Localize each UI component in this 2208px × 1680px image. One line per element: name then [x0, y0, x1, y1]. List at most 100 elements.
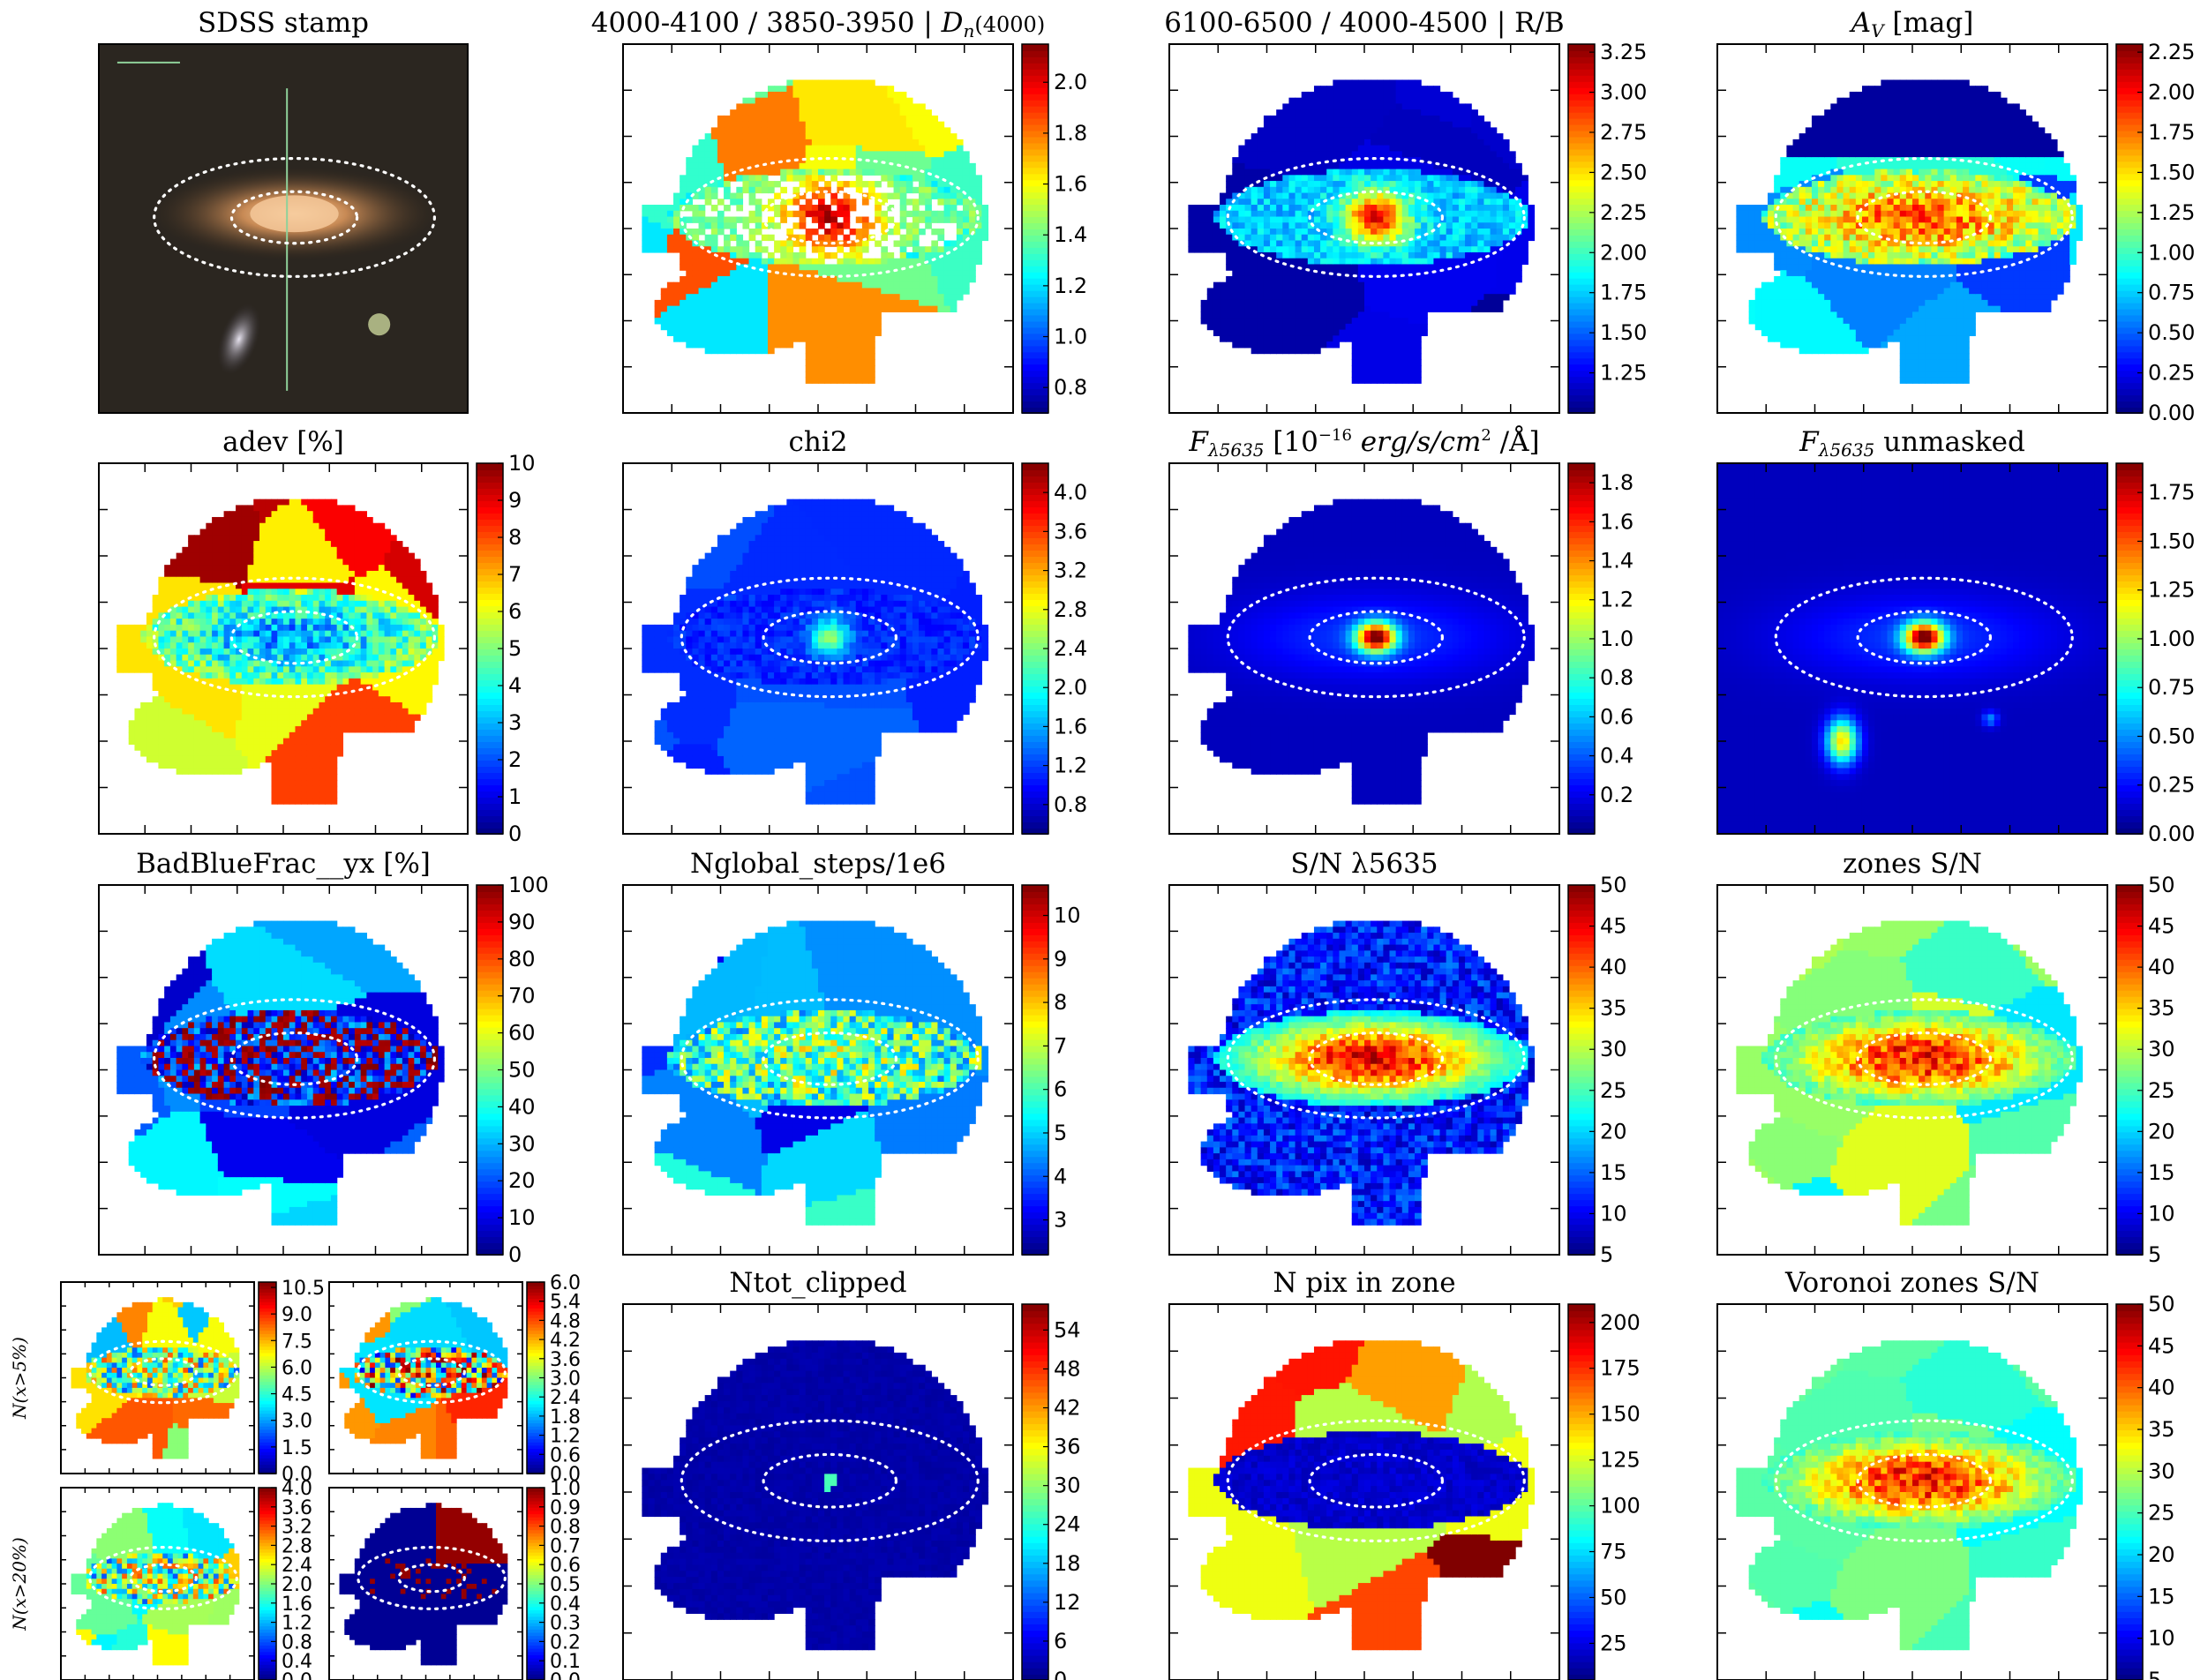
colorbar-tick-label: 20 — [2148, 1119, 2175, 1144]
colorbar-tick-label: 2.8 — [282, 1535, 312, 1557]
heatmap-cells — [1188, 79, 1535, 383]
panel-n20a: 0.00.40.81.21.62.02.42.83.23.64.0N(x>20%… — [9, 1478, 312, 1680]
colorbar-tick-label: 40 — [508, 1094, 536, 1119]
heatmap-cells — [1188, 1340, 1535, 1650]
colorbar-tick-label: 45 — [2148, 914, 2175, 939]
colorbar-tick-label: 6.0 — [550, 1272, 581, 1294]
colorbar-tick-label: 10 — [1054, 904, 1081, 928]
panel-title: adev [%] — [222, 426, 344, 458]
panel-n20b: 0.00.10.20.30.40.50.60.70.80.91.0 — [329, 1478, 581, 1680]
panel-title: AV [mag] — [1849, 7, 1974, 41]
colorbar-tick-label: 1.75 — [1600, 281, 1647, 305]
colorbar-tick-label: 1.00 — [2148, 240, 2195, 265]
colorbar-tick-label: 3.2 — [1054, 559, 1087, 583]
colorbar-tick-label: 2.4 — [282, 1555, 312, 1577]
heatmap-cells — [1736, 1340, 2083, 1650]
colorbar: 1.251.501.752.002.252.502.753.003.25 — [1568, 40, 1647, 414]
panel-title: Fλ5635 [10−16 erg/s/cm2 /Å] — [1188, 424, 1539, 461]
colorbar-tick-label: 90 — [508, 910, 536, 934]
colorbar-tick-label: 1.00 — [2148, 626, 2195, 651]
colorbar-tick-label: 1.75 — [2148, 120, 2195, 145]
colorbar-tick-label: 8 — [508, 525, 522, 550]
colorbar-tick-label: 1.2 — [1600, 588, 1633, 612]
colorbar-tick-label: 3.00 — [1600, 80, 1647, 105]
colorbar-tick-label: 2.75 — [1600, 120, 1647, 145]
colorbar-tick-label: 0.75 — [2148, 675, 2195, 700]
colorbar-tick-label: 5.4 — [550, 1292, 581, 1314]
colorbar-tick-label: 2.25 — [2148, 40, 2195, 64]
panel-bbf: BadBlueFrac__yx [%]010203040506070809010… — [99, 848, 549, 1267]
colorbar-tick-label: 0.8 — [282, 1631, 312, 1654]
colorbar-tick-label: 150 — [1600, 1402, 1641, 1427]
heatmap-cells — [642, 79, 988, 383]
colorbar: 0.00.61.21.82.43.03.64.24.85.46.0 — [527, 1272, 581, 1486]
colorbar-tick-label: 54 — [1054, 1317, 1081, 1342]
colorbar-tick-label: 30 — [2148, 1037, 2175, 1061]
panel-title: Ntot_clipped — [729, 1267, 906, 1299]
colorbar-tick-label: 42 — [1054, 1396, 1081, 1421]
colorbar-tick-label: 1.50 — [1600, 320, 1647, 345]
colorbar-tick-label: 10 — [508, 1205, 536, 1230]
colorbar-tick-label: 40 — [1600, 955, 1627, 979]
heatmap-cells — [71, 1297, 240, 1459]
colorbar-tick-label: 18 — [1054, 1551, 1081, 1576]
colorbar-tick-label: 45 — [1600, 914, 1627, 939]
heatmap-cells — [340, 1297, 508, 1459]
colorbar-tick-label: 1.75 — [2148, 480, 2195, 505]
colorbar-tick-label: 1 — [508, 784, 522, 809]
colorbar-tick-label: 1.6 — [1600, 509, 1633, 534]
panel-dn4000: 4000-4100 / 3850-3950 | Dn(4000)0.81.01.… — [591, 7, 1087, 414]
colorbar-tick-label: 2.8 — [1054, 597, 1087, 622]
colorbar-tick-label: 50 — [1600, 1585, 1627, 1609]
colorbar-tick-label: 3 — [1054, 1208, 1067, 1233]
colorbar-tick-label: 10 — [1600, 1201, 1627, 1226]
colorbar-tick-label: 1.2 — [1054, 274, 1087, 298]
colorbar-tick-label: 7 — [1054, 1033, 1067, 1058]
panel-title: S/N λ5635 — [1290, 848, 1438, 880]
colorbar: 0.81.01.21.41.61.82.0 — [1022, 44, 1087, 414]
colorbar-tick-label: 12 — [1054, 1590, 1081, 1615]
colorbar-tick-label: 20 — [2148, 1542, 2175, 1567]
panel-title: 4000-4100 / 3850-3950 | Dn(4000) — [591, 7, 1045, 41]
colorbar-tick-label: 1.6 — [1054, 714, 1087, 739]
colorbar-tick-label: 20 — [508, 1168, 536, 1193]
panel-title: Nglobal_steps/1e6 — [690, 848, 946, 880]
colorbar-tick-label: 3.25 — [1600, 40, 1647, 64]
heatmap-cells — [1188, 921, 1535, 1226]
colorbar-tick-label: 1.50 — [2148, 529, 2195, 553]
colorbar-tick-label: 75 — [1600, 1540, 1627, 1564]
panel-rb: 6100-6500 / 4000-4500 | R/B1.251.501.752… — [1164, 7, 1647, 414]
colorbar-tick-label: 8 — [1054, 990, 1067, 1015]
colorbar-tick-label: 2.0 — [1054, 70, 1087, 94]
colorbar-tick-label: 25 — [2148, 1501, 2175, 1526]
colorbar-tick-label: 1.0 — [1600, 626, 1633, 651]
colorbar-tick-label: 5 — [2148, 1668, 2161, 1680]
colorbar-tick-label: 2.4 — [550, 1387, 581, 1409]
colorbar-tick-label: 5 — [1054, 1121, 1067, 1145]
colorbar-tick-label: 36 — [1054, 1435, 1081, 1459]
heatmap-cells — [71, 1503, 240, 1665]
colorbar-tick-label: 1.8 — [1600, 470, 1633, 495]
colorbar-tick-label: 0.4 — [550, 1594, 581, 1616]
colorbar: 0.20.40.60.81.01.21.41.61.8 — [1568, 463, 1633, 835]
colorbar-tick-label: 45 — [2148, 1333, 2175, 1358]
colorbar-tick-label: 1.2 — [550, 1426, 581, 1448]
colorbar-tick-label: 0.50 — [2148, 724, 2195, 748]
colorbar-tick-label: 1.0 — [1054, 325, 1087, 349]
colorbar-tick-label: 25 — [1600, 1631, 1627, 1655]
colorbar-tick-label: 4.8 — [550, 1310, 581, 1332]
colorbar-tick-label: 3.0 — [550, 1369, 581, 1391]
colorbar-tick-label: 10 — [508, 451, 536, 476]
colorbar-tick-label: 0.7 — [550, 1535, 581, 1557]
colorbar-tick-label: 0.8 — [1054, 792, 1087, 817]
colorbar-tick-label: 0.4 — [282, 1651, 312, 1673]
panel-n5a: 0.01.53.04.56.07.59.010.5N(x>5%) — [9, 1278, 325, 1486]
colorbar-tick-label: 9 — [508, 488, 522, 513]
